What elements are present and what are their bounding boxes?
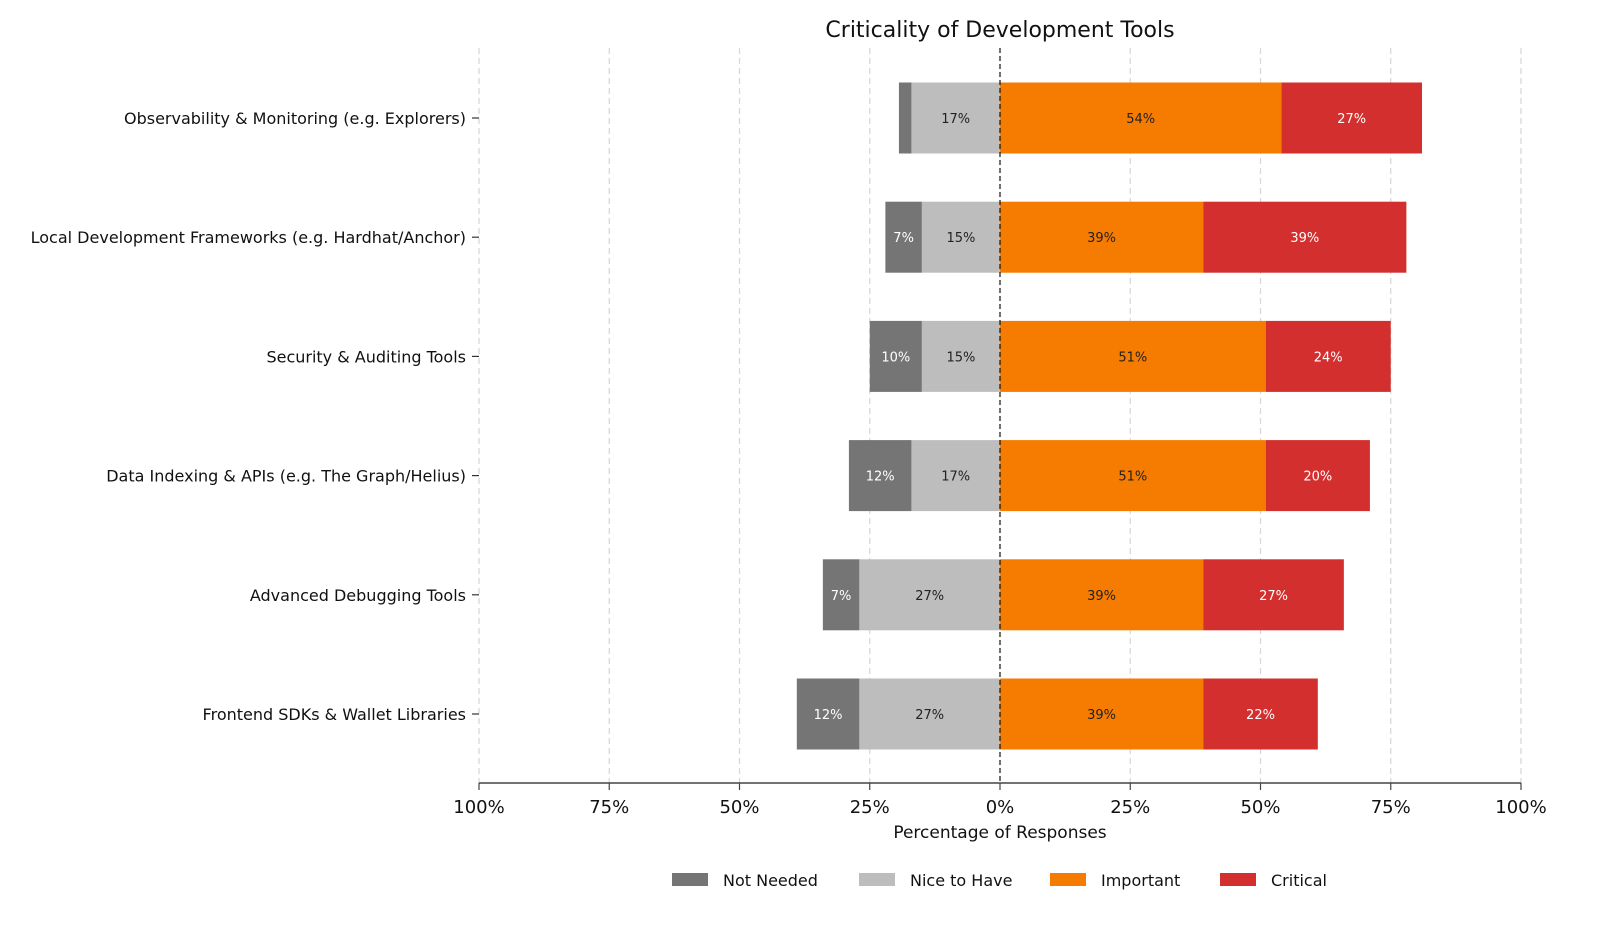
bar-value-label: 15% [946, 231, 975, 246]
bar-segment-important [1000, 320, 1266, 392]
bar-value-label: 27% [1259, 589, 1288, 604]
bar-segment-important [1000, 678, 1204, 750]
category-label: Observability & Monitoring (e.g. Explore… [124, 109, 466, 128]
chart-title: Criticality of Development Tools [825, 18, 1174, 43]
bar-segment-critical [1203, 559, 1344, 631]
bar-value-label: 12% [814, 708, 843, 723]
bar-value-label: 22% [1246, 708, 1275, 723]
bar-segment-not-needed [848, 440, 912, 512]
bar-segment-nice-to-have [911, 440, 1000, 512]
legend-item-critical: Critical [1220, 871, 1327, 890]
bar-value-label: 27% [1337, 112, 1366, 127]
legend-swatch [1050, 873, 1086, 886]
bar-row: 17% 54% 27% [898, 82, 1423, 154]
legend-label: Important [1101, 871, 1180, 890]
x-tick-label: 100% [1495, 797, 1546, 818]
x-tick-label: 75% [1371, 797, 1411, 818]
bar-value-label: 39% [1087, 589, 1116, 604]
legend-item-not-needed: Not Needed [672, 871, 818, 890]
bar-value-label: 39% [1087, 231, 1116, 246]
category-label: Advanced Debugging Tools [250, 586, 466, 605]
legend-item-important: Important [1050, 871, 1180, 890]
category-label: Security & Auditing Tools [266, 347, 466, 366]
legend-swatch [1220, 873, 1256, 886]
x-tick-label: 25% [850, 797, 890, 818]
legend-item-nice-to-have: Nice to Have [859, 871, 1012, 890]
bar-value-label: 51% [1118, 350, 1147, 365]
bar-row: 15% 7% 39% 39% [885, 201, 1407, 273]
bar-value-label: 39% [1290, 231, 1319, 246]
category-label: Frontend SDKs & Wallet Libraries [203, 705, 466, 724]
legend: Not Needed Nice to Have Important Critical [672, 871, 1327, 890]
bar-value-label: 39% [1087, 708, 1116, 723]
bar-segment-critical [1265, 440, 1370, 512]
y-axis-categories: Observability & Monitoring (e.g. Explore… [31, 109, 479, 724]
bar-segment-nice-to-have [911, 82, 1000, 154]
category-label: Data Indexing & APIs (e.g. The Graph/Hel… [106, 467, 466, 486]
bar-segment-nice-to-have [921, 201, 1000, 273]
bar-value-label: 27% [915, 589, 944, 604]
bar-row: 15% 10% 51% 24% [869, 320, 1391, 392]
bar-value-label: 51% [1118, 470, 1147, 485]
bar-segment-important [1000, 201, 1204, 273]
bar-segment-critical [1203, 201, 1407, 273]
bar-segment-important [1000, 559, 1204, 631]
bar-value-label: 54% [1126, 112, 1155, 127]
legend-label: Critical [1271, 871, 1327, 890]
bar-value-label: 7% [893, 231, 914, 246]
bar-segment-not-needed [796, 678, 860, 750]
bar-segment-not-needed [822, 559, 860, 631]
bar-segment-important [1000, 440, 1266, 512]
bar-segment-critical [1203, 678, 1318, 750]
bar-segment-nice-to-have [859, 678, 1000, 750]
bar-row: 17% 12% 51% 20% [848, 440, 1370, 512]
bar-value-label: 20% [1303, 470, 1332, 485]
legend-label: Nice to Have [910, 871, 1012, 890]
bar-value-label: 17% [941, 112, 970, 127]
bar-value-label: 7% [831, 589, 852, 604]
bar-value-label: 12% [866, 470, 895, 485]
bar-segment-nice-to-have [921, 320, 1000, 392]
bar-segment-nice-to-have [859, 559, 1000, 631]
bar-value-label: 24% [1314, 350, 1343, 365]
bar-segment-critical [1281, 82, 1423, 154]
x-tick-label: 100% [453, 797, 504, 818]
x-tick-label: 50% [1240, 797, 1280, 818]
legend-swatch [672, 873, 708, 886]
x-tick-label: 0% [986, 797, 1015, 818]
bar-segment-not-needed [898, 82, 912, 154]
bar-row: 27% 7% 39% 27% [822, 559, 1344, 631]
bar-segment-not-needed [869, 320, 922, 392]
x-axis-title: Percentage of Responses [893, 823, 1106, 843]
bar-value-label: 17% [941, 470, 970, 485]
category-label: Local Development Frameworks (e.g. Hardh… [31, 228, 466, 247]
bar-segment-important [1000, 82, 1282, 154]
x-tick-label: 50% [719, 797, 759, 818]
bar-row: 27% 12% 39% 22% [796, 678, 1318, 750]
bars: 17% 54% 27% 15% 7% 39% 39% 15% 10% 51% 24% 17% 12% 51… [796, 82, 1423, 750]
legend-label: Not Needed [723, 871, 818, 890]
x-tick-label: 75% [589, 797, 629, 818]
bar-segment-critical [1265, 320, 1391, 392]
gridlines [478, 48, 1522, 783]
bar-segment-not-needed [885, 201, 922, 273]
bar-value-label: 10% [881, 350, 910, 365]
x-axis: 100% 75% 50% 25% 0% 25% 50% 75% 100% [453, 782, 1547, 818]
bar-value-label: 15% [946, 350, 975, 365]
bar-value-label: 27% [915, 708, 944, 723]
x-tick-label: 25% [1110, 797, 1150, 818]
legend-swatch [859, 873, 895, 886]
